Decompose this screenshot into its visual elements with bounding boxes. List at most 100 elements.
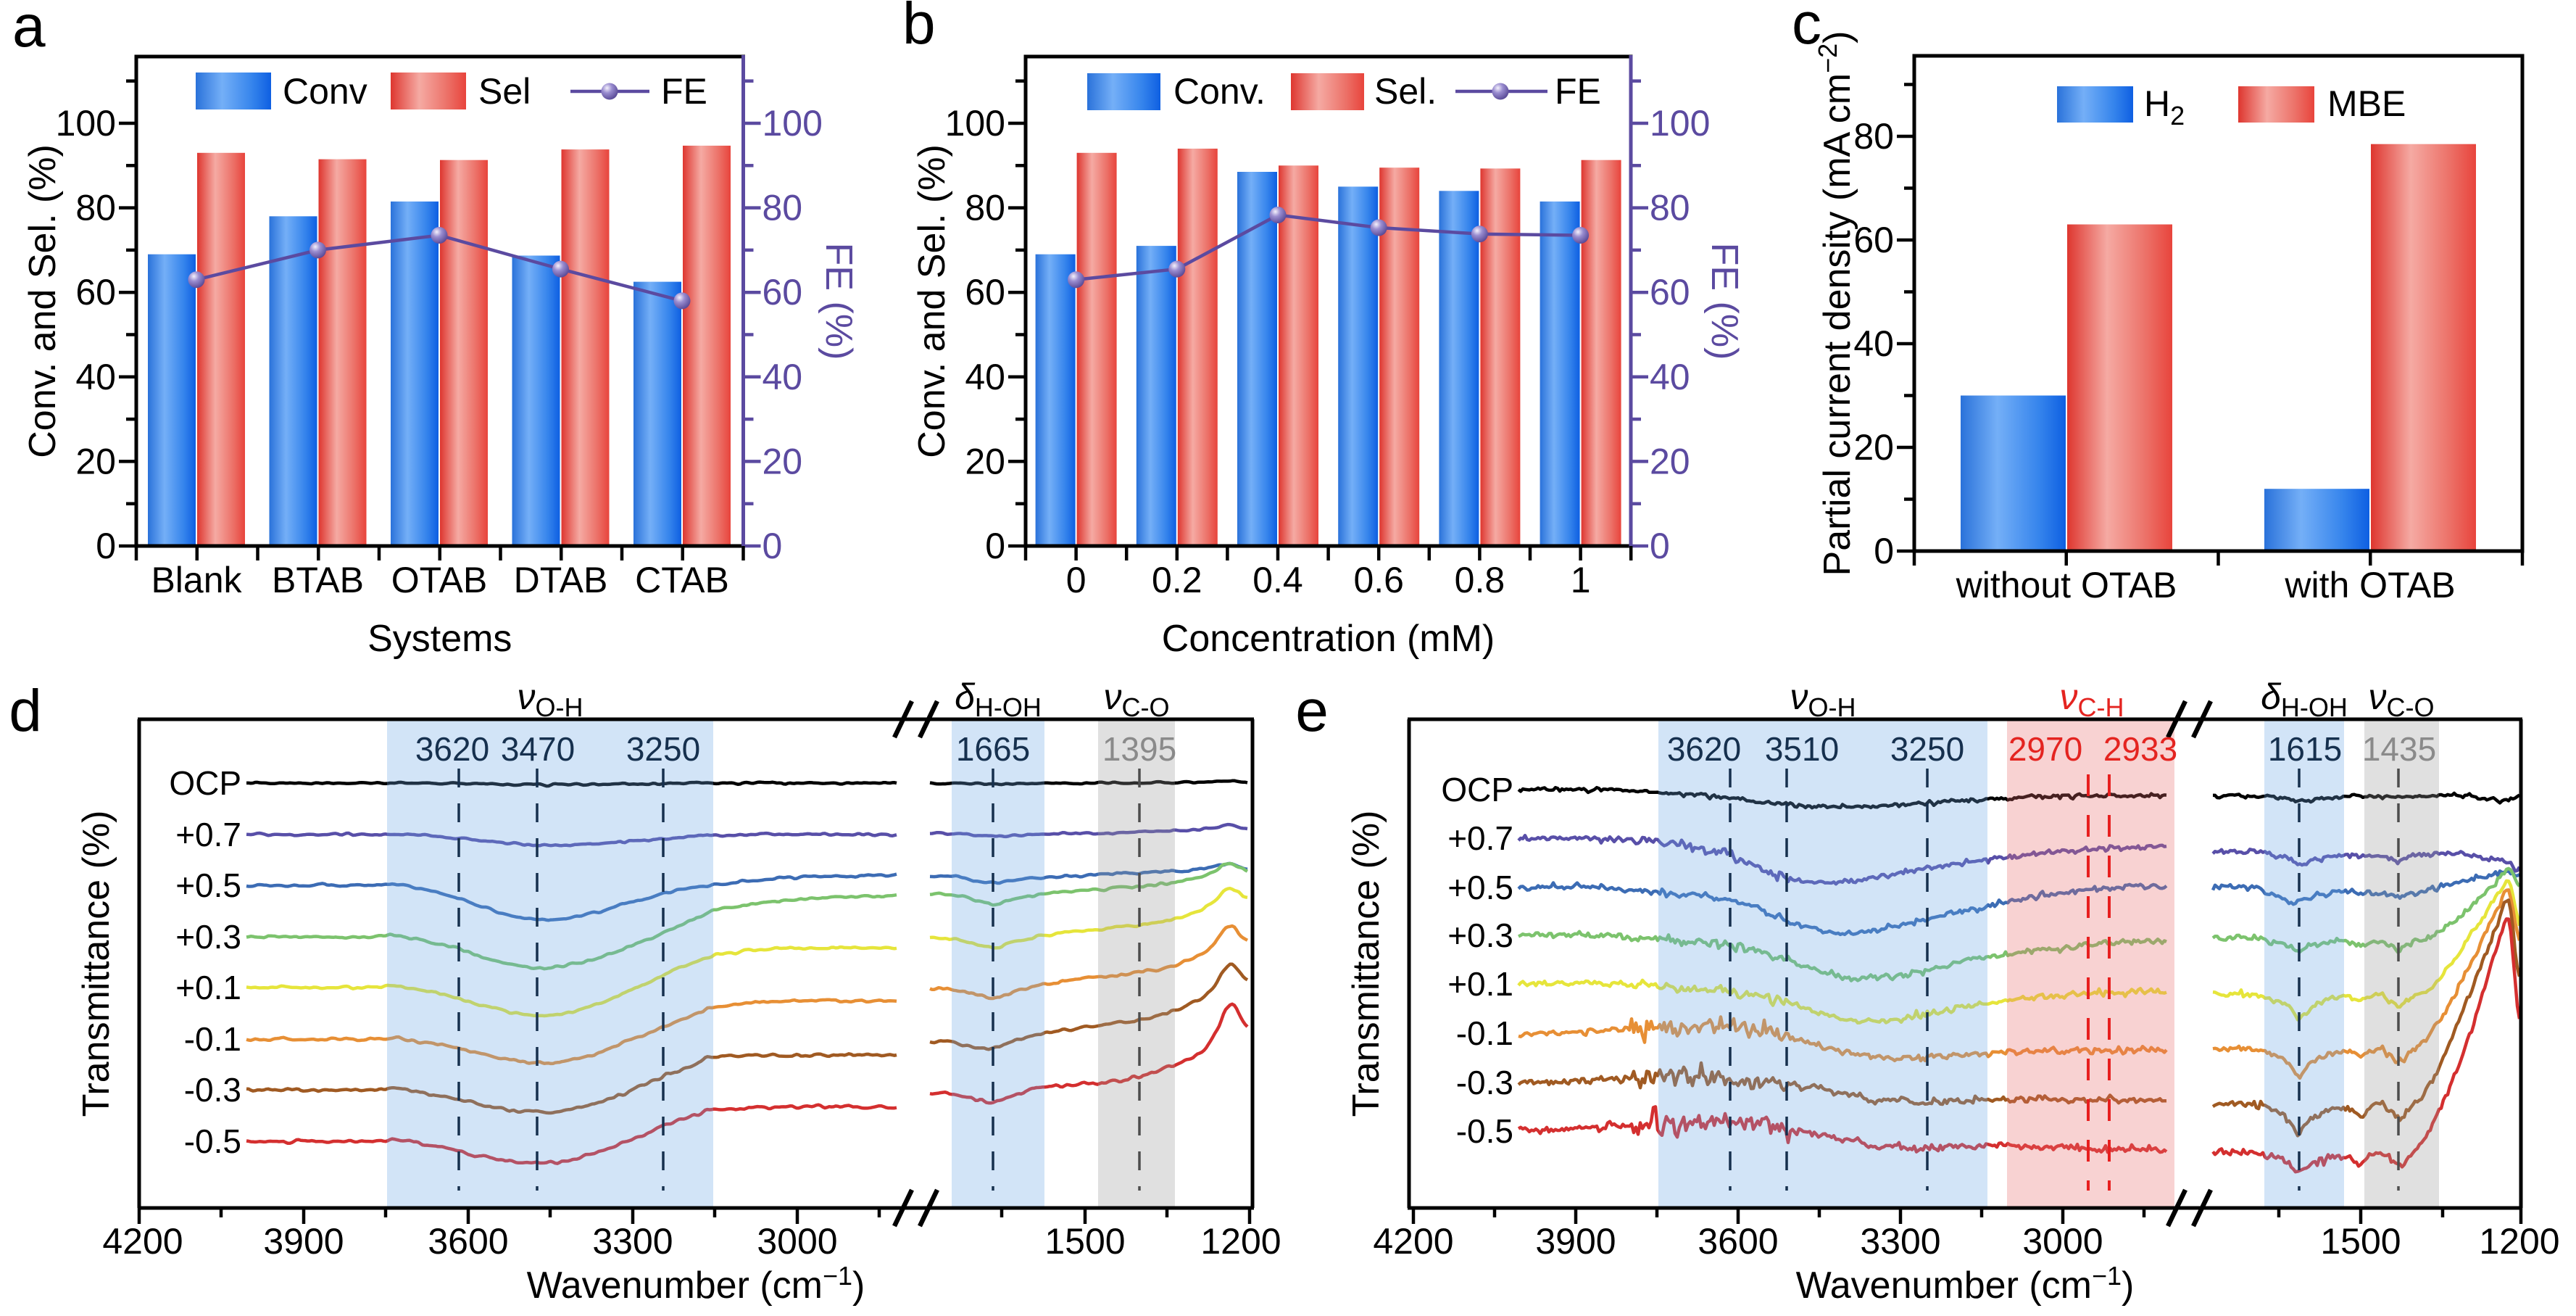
svg-text:1200: 1200 [2479, 1221, 2559, 1262]
svg-text:100: 100 [1650, 103, 1710, 144]
svg-text:FE (%): FE (%) [818, 243, 860, 360]
svg-text:80: 80 [763, 188, 803, 228]
svg-text:40: 40 [965, 357, 1005, 397]
svg-text:1500: 1500 [1044, 1221, 1125, 1262]
svg-text:d: d [9, 678, 42, 744]
svg-text:Conv.: Conv. [1173, 71, 1266, 112]
svg-text:3470: 3470 [501, 730, 575, 768]
svg-text:1500: 1500 [2320, 1221, 2401, 1262]
svg-text:Blank: Blank [151, 560, 242, 600]
svg-text:1: 1 [1571, 560, 1591, 600]
svg-text:60: 60 [75, 272, 116, 313]
svg-text:FE: FE [661, 71, 707, 112]
svg-text:Conv. and Sel. (%): Conv. and Sel. (%) [911, 144, 953, 458]
svg-text:0: 0 [1874, 531, 1894, 571]
svg-text:100: 100 [945, 103, 1005, 144]
svg-text:3000: 3000 [2022, 1221, 2103, 1262]
svg-text:3000: 3000 [757, 1221, 837, 1262]
svg-text:0: 0 [1650, 526, 1670, 566]
svg-text:νC-H: νC-H [2060, 676, 2124, 722]
svg-text:FE: FE [1555, 71, 1601, 112]
svg-text:1435: 1435 [2362, 730, 2436, 768]
svg-text:20: 20 [763, 441, 803, 481]
svg-text:-0.1: -0.1 [1456, 1014, 1513, 1052]
svg-text:Partial current density (mA cm: Partial current density (mA cm−2) [1813, 31, 1858, 576]
svg-text:100: 100 [56, 103, 116, 144]
svg-text:-0.3: -0.3 [184, 1071, 241, 1109]
svg-text:80: 80 [75, 188, 116, 228]
svg-text:20: 20 [1853, 427, 1894, 468]
svg-text:1200: 1200 [1200, 1221, 1281, 1262]
svg-text:0: 0 [96, 526, 116, 566]
svg-text:+0.5: +0.5 [175, 866, 241, 904]
svg-text:b: b [902, 0, 936, 57]
svg-text:3600: 3600 [428, 1221, 508, 1262]
svg-text:3900: 3900 [263, 1221, 344, 1262]
svg-text:FE (%): FE (%) [1703, 243, 1745, 360]
svg-text:3250: 3250 [1890, 730, 1964, 768]
svg-text:νO-H: νO-H [1790, 676, 1856, 722]
svg-text:with OTAB: with OTAB [2284, 565, 2455, 605]
svg-text:1665: 1665 [956, 730, 1030, 768]
svg-text:20: 20 [1650, 441, 1690, 481]
svg-text:1615: 1615 [2268, 730, 2342, 768]
svg-text:-0.1: -0.1 [184, 1020, 241, 1058]
svg-text:3510: 3510 [1765, 730, 1839, 768]
svg-text:3300: 3300 [1860, 1221, 1940, 1262]
svg-text:3620: 3620 [415, 730, 489, 768]
svg-text:without OTAB: without OTAB [1956, 565, 2177, 605]
svg-text:+0.1: +0.1 [1447, 965, 1513, 1003]
svg-text:c: c [1792, 0, 1821, 57]
svg-text:0: 0 [985, 526, 1005, 566]
svg-text:60: 60 [1853, 220, 1894, 260]
svg-text:CTAB: CTAB [635, 560, 729, 600]
svg-text:0.4: 0.4 [1252, 560, 1303, 600]
svg-text:20: 20 [965, 441, 1005, 481]
svg-text:40: 40 [75, 357, 116, 397]
svg-text:DTAB: DTAB [514, 560, 608, 600]
svg-text:Conv. and Sel. (%): Conv. and Sel. (%) [22, 144, 64, 458]
svg-text:e: e [1295, 678, 1329, 744]
svg-text:-0.3: -0.3 [1456, 1064, 1513, 1101]
svg-text:+0.1: +0.1 [175, 969, 241, 1006]
svg-text:100: 100 [763, 103, 823, 144]
svg-text:40: 40 [763, 357, 803, 397]
svg-text:4200: 4200 [102, 1221, 183, 1262]
svg-text:3300: 3300 [592, 1221, 673, 1262]
svg-text:0: 0 [1066, 560, 1087, 600]
svg-text:Concentration (mM): Concentration (mM) [1162, 618, 1495, 660]
svg-text:δH-OH: δH-OH [955, 676, 1042, 722]
svg-text:4200: 4200 [1373, 1221, 1453, 1262]
svg-text:-0.5: -0.5 [1456, 1112, 1513, 1150]
svg-text:Conv: Conv [283, 71, 367, 112]
svg-text:Wavenumber (cm−1): Wavenumber (cm−1) [527, 1261, 865, 1307]
svg-text:+0.3: +0.3 [175, 918, 241, 956]
svg-text:νC-O: νC-O [1104, 676, 1170, 722]
svg-text:3620: 3620 [1667, 730, 1741, 768]
svg-text:3600: 3600 [1698, 1221, 1778, 1262]
svg-text:1395: 1395 [1102, 730, 1176, 768]
svg-text:60: 60 [763, 272, 803, 313]
svg-text:80: 80 [1853, 116, 1894, 157]
svg-text:40: 40 [1650, 357, 1690, 397]
svg-text:0.2: 0.2 [1152, 560, 1202, 600]
svg-text:+0.7: +0.7 [1447, 819, 1513, 857]
svg-text:3900: 3900 [1535, 1221, 1616, 1262]
svg-text:OCP: OCP [1441, 771, 1513, 808]
svg-text:0.6: 0.6 [1353, 560, 1404, 600]
svg-text:60: 60 [1650, 272, 1690, 313]
svg-text:BTAB: BTAB [272, 560, 364, 600]
svg-text:a: a [12, 0, 46, 59]
svg-text:OTAB: OTAB [391, 560, 487, 600]
svg-text:Sel: Sel [478, 71, 531, 112]
svg-text:2970: 2970 [2008, 730, 2082, 768]
svg-text:νC-O: νC-O [2369, 676, 2435, 722]
svg-text:3250: 3250 [626, 730, 700, 768]
svg-text:Transmittance (%): Transmittance (%) [75, 811, 117, 1117]
svg-text:40: 40 [1853, 323, 1894, 364]
svg-text:80: 80 [965, 188, 1005, 228]
svg-text:Sel.: Sel. [1374, 71, 1437, 112]
svg-text:0.8: 0.8 [1455, 560, 1505, 600]
svg-text:+0.7: +0.7 [175, 816, 241, 853]
svg-text:νO-H: νO-H [518, 676, 583, 722]
